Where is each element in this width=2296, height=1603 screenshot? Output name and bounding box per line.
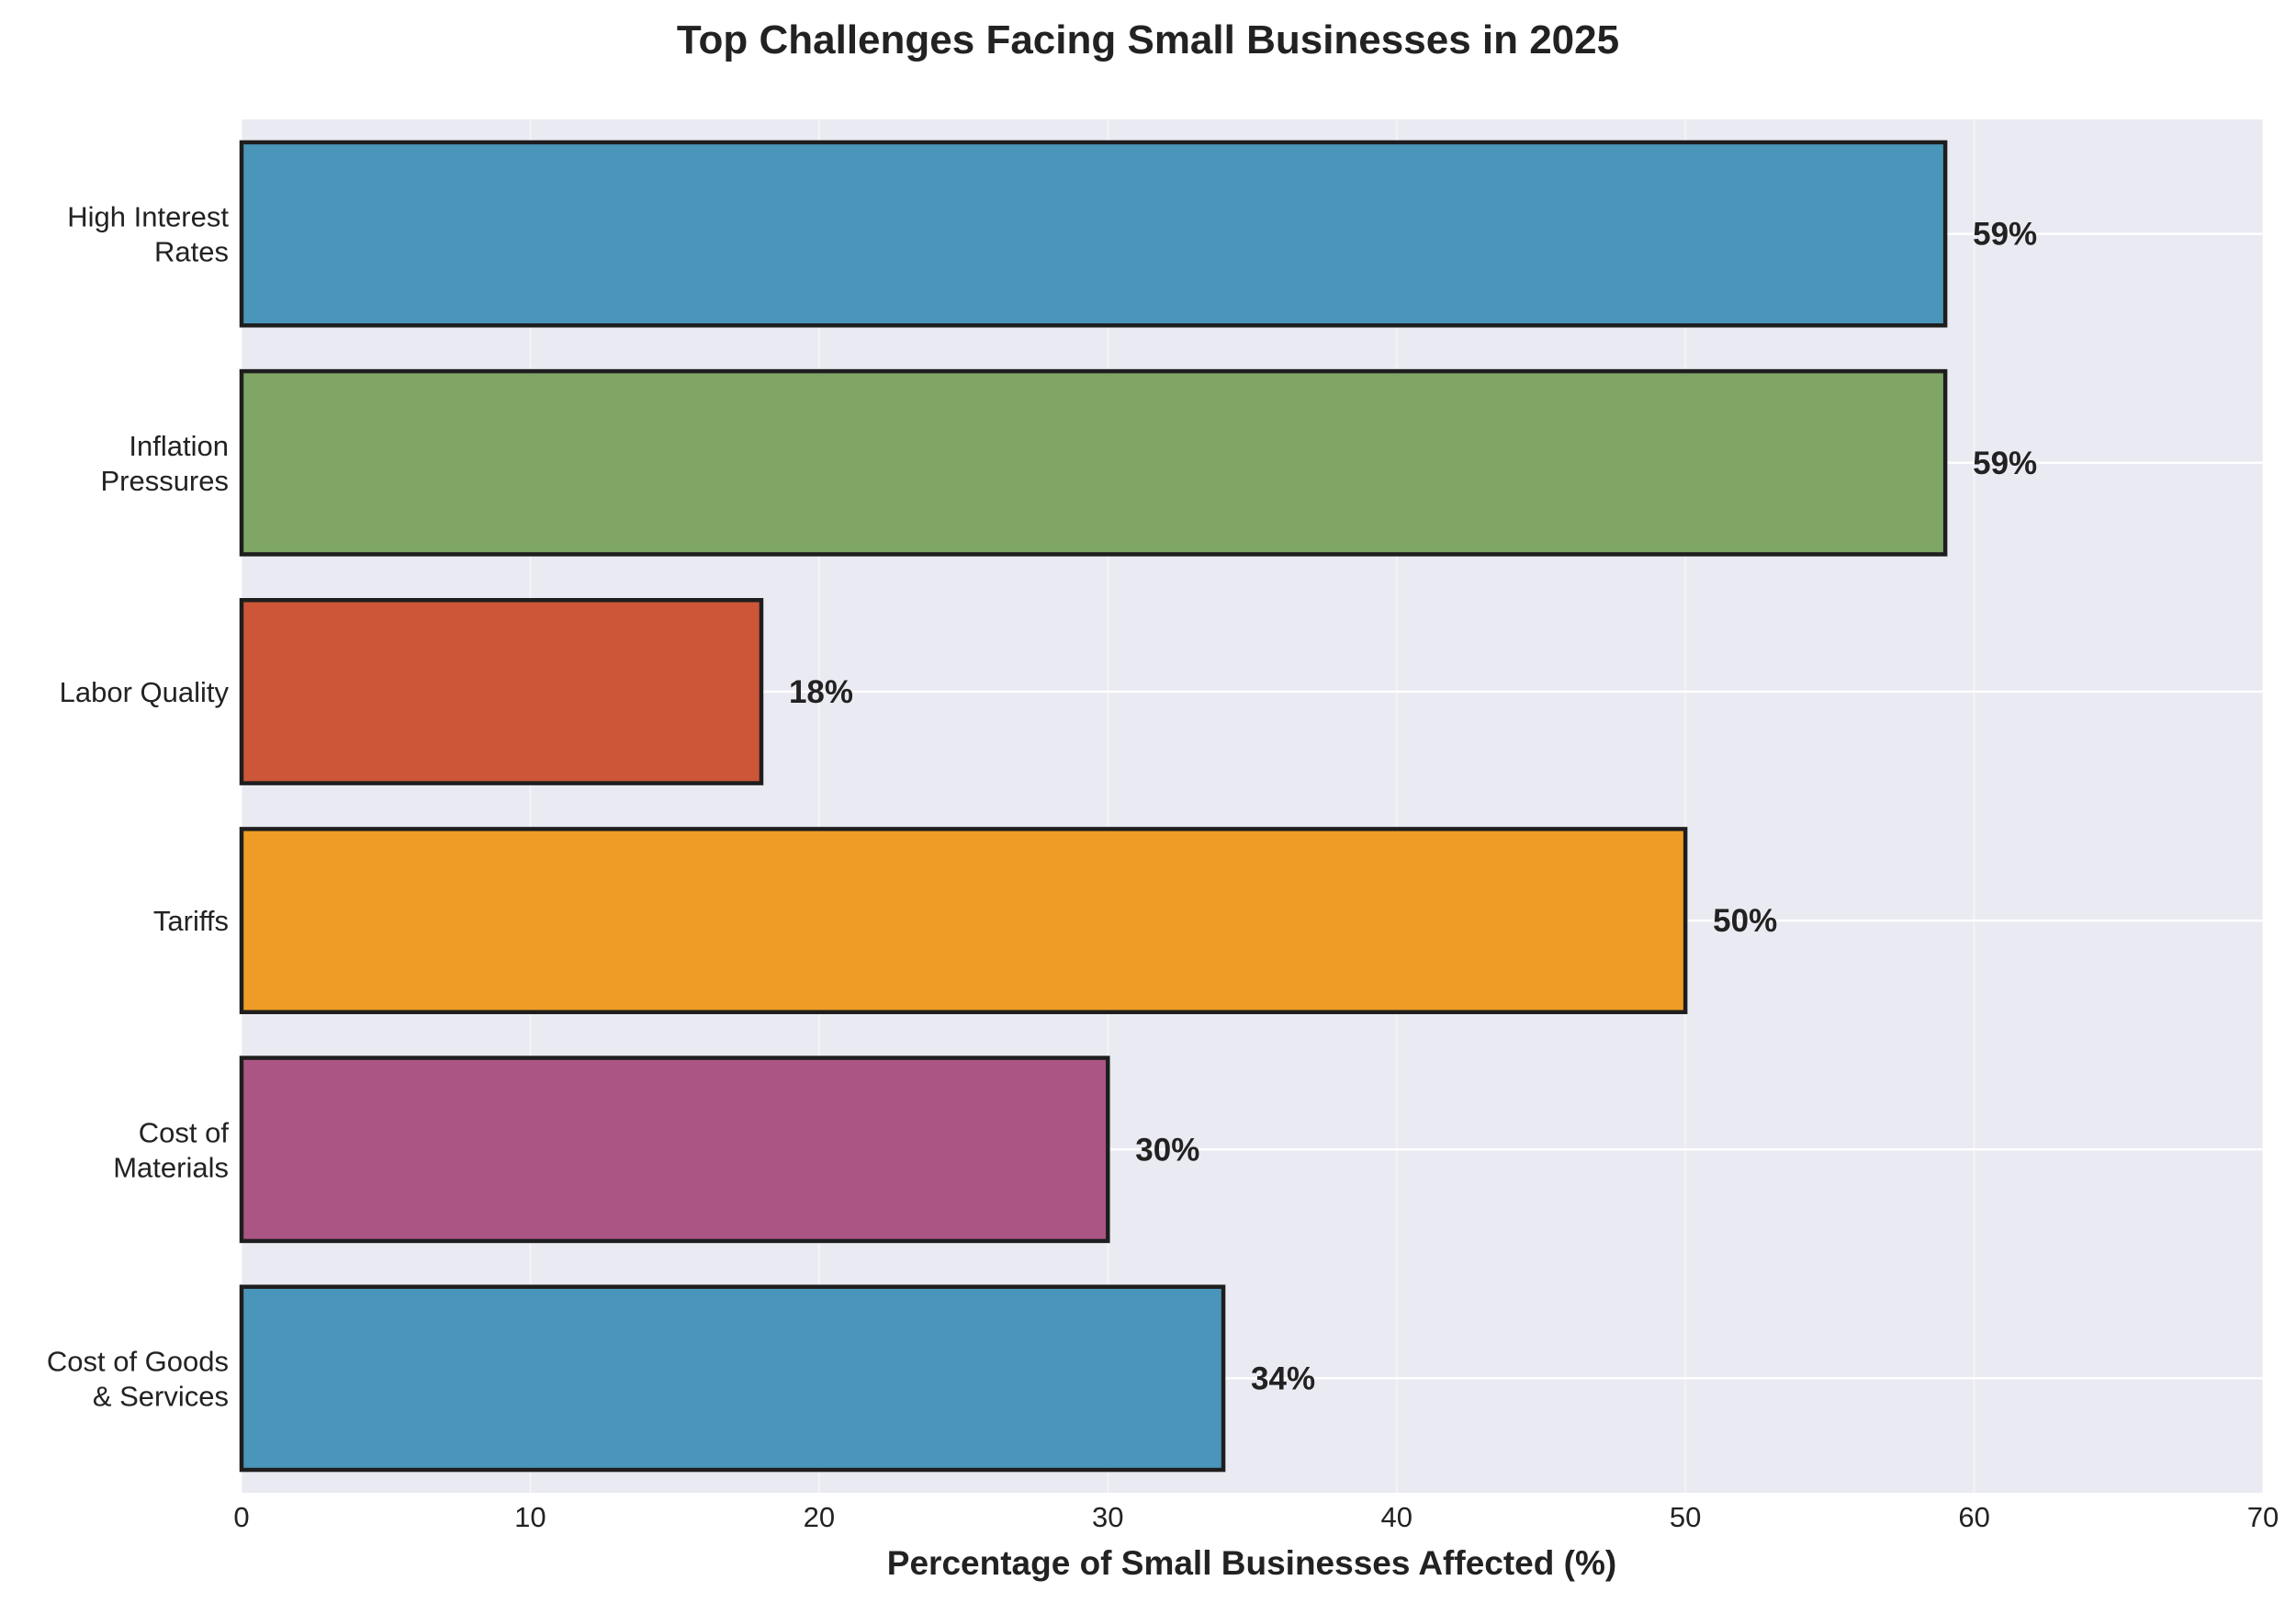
x-tick-label: 40 bbox=[1380, 1501, 1412, 1533]
category-label-line: Inflation bbox=[129, 430, 229, 462]
category-label-line: Rates bbox=[154, 236, 229, 268]
category-label-line: Cost of bbox=[139, 1116, 230, 1148]
value-labels: 59% 59% 18% 50% 30% 34% bbox=[789, 217, 2037, 1397]
bar bbox=[239, 140, 1948, 328]
bar bbox=[239, 1055, 1110, 1244]
bars bbox=[239, 140, 1948, 1473]
bar bbox=[239, 598, 764, 785]
x-axis-label: Percentage of Small Businesses Affected … bbox=[887, 1544, 1616, 1582]
value-label: 30% bbox=[1135, 1132, 1199, 1168]
category-label: Cost of Materials bbox=[113, 1116, 229, 1183]
category-label-line: Labor Quality bbox=[60, 676, 230, 708]
bar bbox=[239, 368, 1948, 557]
value-label: 50% bbox=[1713, 903, 1777, 939]
value-label: 18% bbox=[789, 674, 853, 710]
category-label: Labor Quality bbox=[60, 676, 230, 708]
value-label: 34% bbox=[1251, 1360, 1315, 1396]
x-tick-label: 30 bbox=[1092, 1501, 1123, 1533]
chart-title: Top Challenges Facing Small Businesses i… bbox=[677, 17, 1619, 62]
category-label-line: High Interest bbox=[67, 201, 229, 233]
x-axis-ticks: 0 10 20 30 40 50 60 70 bbox=[233, 1501, 2279, 1533]
category-label: High Interest Rates bbox=[67, 201, 229, 268]
bar bbox=[239, 827, 1688, 1015]
x-tick-label: 0 bbox=[233, 1501, 249, 1533]
x-tick-label: 20 bbox=[804, 1501, 835, 1533]
bar bbox=[239, 1284, 1226, 1473]
category-label-line: Materials bbox=[113, 1151, 229, 1183]
category-label: Tariffs bbox=[153, 905, 229, 937]
category-label-line: & Services bbox=[93, 1380, 229, 1412]
category-label-line: Tariffs bbox=[153, 905, 229, 937]
category-label-line: Pressures bbox=[100, 465, 229, 497]
x-tick-label: 70 bbox=[2247, 1501, 2279, 1533]
category-label: Cost of Goods & Services bbox=[47, 1345, 229, 1412]
category-label: Inflation Pressures bbox=[100, 430, 229, 497]
value-label: 59% bbox=[1973, 446, 2037, 481]
x-tick-label: 50 bbox=[1670, 1501, 1701, 1533]
plot-area bbox=[242, 119, 2263, 1493]
value-label: 59% bbox=[1973, 217, 2037, 253]
x-tick-label: 60 bbox=[1958, 1501, 1989, 1533]
category-label-line: Cost of Goods bbox=[47, 1345, 229, 1377]
x-tick-label: 10 bbox=[514, 1501, 546, 1533]
category-labels: High Interest Rates Inflation Pressures Labo… bbox=[47, 201, 230, 1413]
